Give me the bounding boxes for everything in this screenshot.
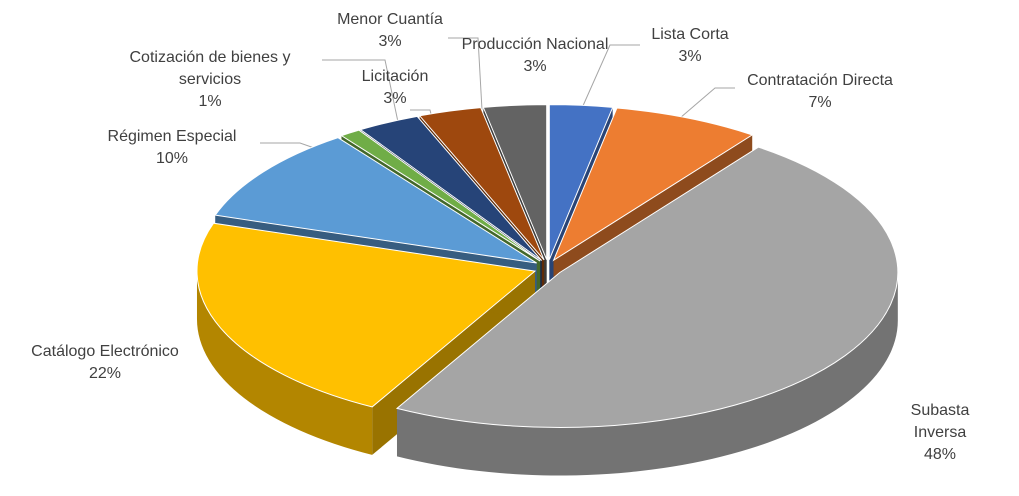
data-label: Cotización de bienes y servicios 1% (120, 47, 300, 113)
label-name: Licitación (361, 68, 429, 85)
data-label: Producción Nacional 3% (462, 34, 609, 78)
label-name: Subasta Inversa (910, 402, 970, 441)
slice (418, 107, 545, 261)
label-name: Régimen Especial (107, 128, 237, 145)
data-label: Subasta Inversa 48% (901, 400, 980, 466)
slice-wall (396, 272, 898, 476)
label-value: 3% (383, 90, 407, 107)
slice (548, 104, 614, 260)
label-name: Contratación Directa (747, 72, 893, 89)
leader-line (322, 59, 399, 123)
data-label: Licitación 3% (362, 66, 429, 110)
data-label: Menor Cuantía 3% (337, 9, 443, 53)
label-name: Lista Corta (651, 26, 729, 43)
data-label: Catálogo Electrónico 22% (31, 341, 179, 385)
label-value: 3% (678, 48, 702, 65)
data-label: Contratación Directa 7% (747, 70, 893, 114)
leader-line (581, 44, 640, 109)
label-value: 3% (523, 58, 547, 75)
leader-lines (260, 37, 735, 151)
slice (196, 222, 537, 408)
label-name: Catálogo Electrónico (31, 343, 179, 360)
label-value: 7% (808, 94, 832, 111)
label-value: 48% (923, 446, 957, 463)
slice (552, 107, 754, 262)
label-name: Producción Nacional (461, 36, 609, 53)
slice-wall (196, 271, 373, 455)
slice (340, 129, 541, 262)
leader-line (448, 37, 483, 111)
slice (395, 146, 899, 428)
label-value: 22% (88, 365, 122, 382)
slice (214, 137, 537, 264)
leader-line (679, 87, 735, 119)
data-label: Régimen Especial 10% (108, 126, 237, 170)
label-name: Menor Cuantía (337, 11, 443, 28)
label-value: 1% (198, 93, 222, 110)
label-name: Cotización de bienes y servicios (129, 49, 291, 88)
slice (359, 115, 543, 261)
label-value: 10% (155, 150, 189, 167)
label-value: 3% (378, 33, 402, 50)
data-label: Lista Corta 3% (651, 24, 728, 68)
slice (482, 104, 548, 260)
